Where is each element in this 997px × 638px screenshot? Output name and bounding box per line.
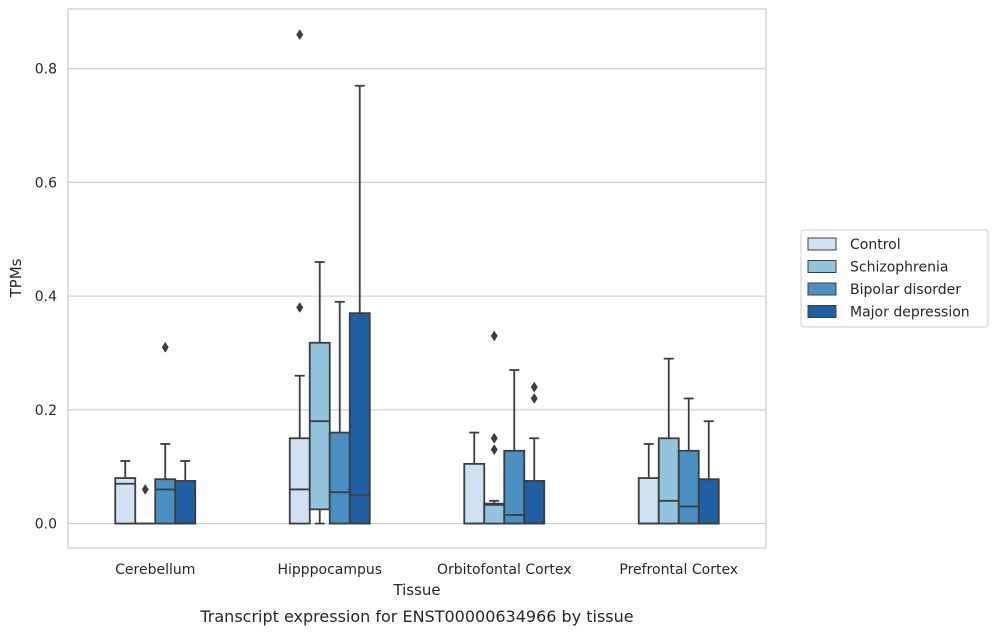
chart-title: Transcript expression for ENST0000063496… [199,607,633,626]
legend-label: Schizophrenia [850,260,948,276]
y-tick-label: 0.6 [35,175,57,191]
box [524,481,544,524]
box-group [484,331,504,524]
box-group [659,359,679,524]
box [659,438,679,523]
outlier-point [531,382,537,392]
legend-swatch [808,238,836,250]
x-tick-label: Hipppocampus [277,562,382,578]
box [464,464,484,524]
box-group [639,444,659,524]
outlier-point [491,433,497,443]
x-tick-label: Cerebellum [115,562,195,578]
box [175,481,195,524]
x-tick-label: Orbitofontal Cortex [437,562,572,578]
outlier-point [297,302,303,312]
box-group [350,86,370,524]
x-axis: Cerebellum Hipppocampus Orbitofontal Corte… [115,562,738,578]
box-group [135,484,155,523]
box [155,479,175,523]
legend-label: Bipolar disorder [850,282,961,298]
legend-swatch [808,283,836,295]
legend-label: Control [850,237,901,253]
plot-layer [115,30,719,524]
box [115,478,135,523]
box [290,438,310,523]
y-tick-label: 0.0 [35,517,57,533]
box-group [679,398,699,523]
legend-label: Major depression [850,305,970,321]
legend-swatch [808,261,836,273]
box-group [290,30,310,524]
box [330,433,350,524]
y-tick-label: 0.4 [35,289,57,305]
box [310,343,330,510]
box [350,313,370,523]
box-group [524,382,544,523]
box-group [175,461,195,524]
y-axis: 0.0 0.2 0.4 0.6 0.8 [35,62,57,533]
x-tick-label: Prefrontal Cortex [619,562,738,578]
outlier-point [491,445,497,455]
box [504,451,524,524]
outlier-point [531,393,537,403]
outlier-point [491,331,497,341]
y-tick-label: 0.2 [35,403,57,419]
x-axis-label: Tissue [392,581,440,599]
box-group [330,302,350,524]
box-group [464,433,484,524]
outlier-point [297,30,303,40]
box [484,504,504,524]
outlier-point [142,484,148,494]
legend-swatch [808,306,836,318]
legend: Control Schizophrenia Bipolar disorder Majo… [801,230,988,327]
outlier-point [162,342,168,352]
box [679,451,699,524]
y-tick-label: 0.8 [35,62,57,78]
box-group [504,370,524,524]
box-group [115,461,135,524]
box-group [155,342,175,523]
box [699,479,719,523]
box-group [310,262,330,524]
y-axis-label: TPMs [7,258,25,298]
box [639,478,659,523]
box-group [699,421,719,523]
